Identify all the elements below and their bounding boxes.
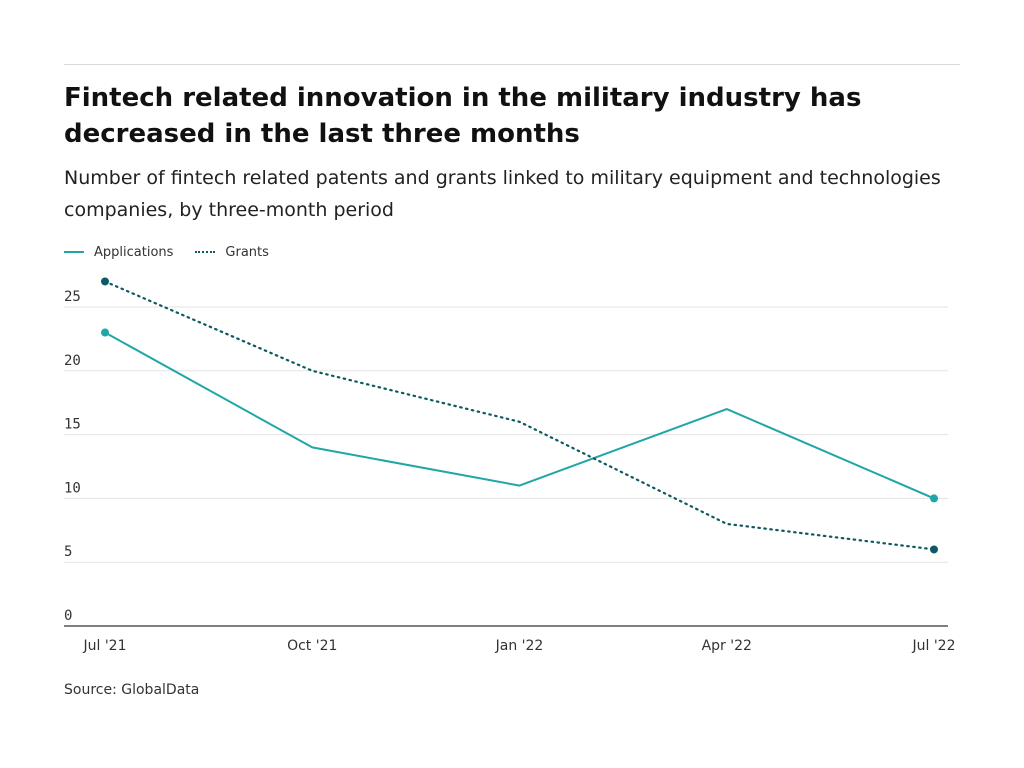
x-tick-label-3: Apr '22: [702, 638, 752, 654]
chart-title: Fintech related innovation in the milita…: [64, 83, 862, 149]
legend-item-grants: Grants: [195, 245, 269, 260]
y-axis-ticks: 0 5 10 15 20 25: [64, 289, 81, 624]
grid-layer: [64, 306, 948, 627]
x-tick-label-4: Jul '22: [911, 638, 955, 654]
chart-subtitle: Number of fintech related patents and gr…: [64, 167, 941, 221]
y-tick-label-20: 20: [64, 353, 81, 369]
y-tick-label-0: 0: [64, 608, 72, 624]
y-tick-label-15: 15: [64, 417, 81, 433]
chart-legend: Applications Grants: [64, 242, 291, 262]
series-line-grants: [103, 280, 936, 551]
y-tick-label-5: 5: [64, 544, 72, 560]
x-tick-label-1: Oct '21: [287, 638, 337, 654]
marker-layer: [101, 277, 938, 554]
x-tick-label-2: Jan '22: [495, 638, 544, 654]
y-tick-label-10: 10: [64, 480, 81, 496]
legend-swatch-applications: [64, 251, 84, 253]
legend-label-grants: Grants: [225, 244, 269, 260]
series-layer: [103, 280, 936, 551]
data-point-applications-0: [101, 328, 109, 337]
data-point-grants-0: [101, 277, 109, 286]
series-line-applications: [104, 331, 935, 500]
x-tick-label-0: Jul '21: [82, 638, 126, 654]
top-divider: [64, 64, 960, 65]
legend-swatch-grants: [195, 251, 216, 253]
data-point-grants-4: [930, 545, 938, 554]
legend-label-applications: Applications: [94, 244, 174, 260]
source-note: Source: GlobalData: [64, 682, 200, 698]
x-axis-ticks: Jul '21 Oct '21 Jan '22 Apr '22 Jul '22: [82, 638, 955, 654]
legend-item-applications: Applications: [64, 245, 173, 260]
y-tick-label-25: 25: [64, 289, 81, 305]
data-point-applications-4: [930, 494, 938, 503]
